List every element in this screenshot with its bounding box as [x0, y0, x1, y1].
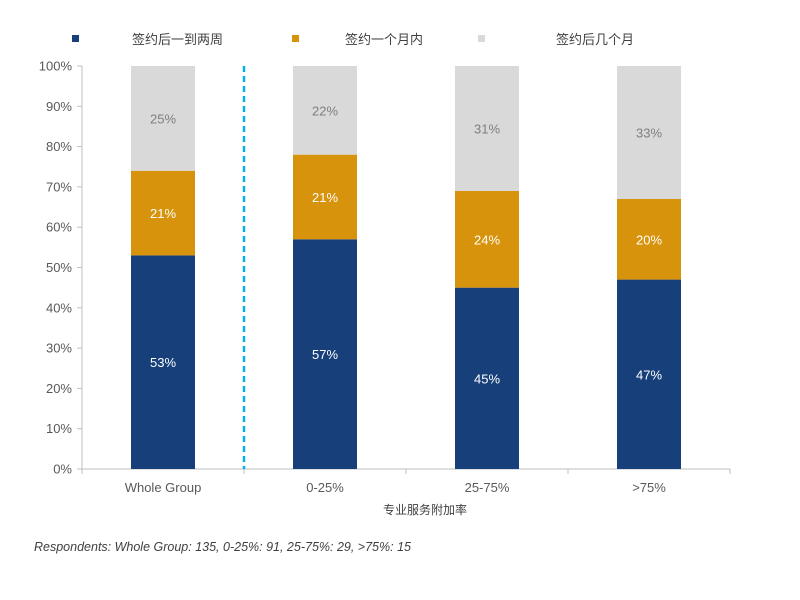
- bar-segment: [617, 279, 681, 469]
- bar-segment: [617, 198, 681, 280]
- bar-value-label: 21%: [312, 190, 338, 205]
- bar-value-label: 47%: [636, 367, 662, 382]
- legend-swatch-1: [72, 35, 79, 42]
- x-axis-title: 专业服务附加率: [383, 502, 467, 517]
- bar-value-label: 53%: [150, 355, 176, 370]
- bar-segment: [131, 170, 195, 256]
- bar-segment: [293, 239, 357, 469]
- bar-value-label: 24%: [474, 232, 500, 247]
- x-category-label: Whole Group: [125, 480, 202, 495]
- bar-segment: [293, 154, 357, 240]
- bar-value-label: 33%: [636, 125, 662, 140]
- bar-value-label: 45%: [474, 371, 500, 386]
- x-axis: Whole Group 0-25% 25-75% >75%: [81, 468, 731, 495]
- legend-label-3: 签约后几个月: [556, 32, 634, 47]
- y-tick-label: 40%: [46, 300, 72, 315]
- legend: 签约后一到两周 签约一个月内 签约后几个月: [72, 32, 634, 47]
- x-category-label: 25-75%: [465, 480, 510, 495]
- y-tick-label: 10%: [46, 421, 72, 436]
- bar-value-label: 25%: [150, 111, 176, 126]
- y-tick-label: 70%: [46, 179, 72, 194]
- bar-segment: [131, 66, 195, 171]
- y-tick-label: 60%: [46, 220, 72, 235]
- bar-segment: [455, 287, 519, 469]
- bar-segment: [617, 66, 681, 199]
- respondents-footnote: Respondents: Whole Group: 135, 0-25%: 91…: [34, 540, 411, 554]
- y-axis: 0% 10% 20% 30% 40% 50% 60% 70% 80% 90% 100%: [39, 59, 83, 477]
- y-tick-label: 50%: [46, 260, 72, 275]
- legend-label-2: 签约一个月内: [345, 32, 423, 47]
- x-category-label: 0-25%: [306, 480, 344, 495]
- bar-segment: [455, 66, 519, 191]
- bar-value-label: 21%: [150, 206, 176, 221]
- bar-value-label: 22%: [312, 103, 338, 118]
- x-category-label: >75%: [632, 480, 666, 495]
- legend-swatch-3: [478, 35, 485, 42]
- y-tick-label: 30%: [46, 341, 72, 356]
- bar-segment: [131, 255, 195, 469]
- bars: 53% 21% 25% 57% 21% 22% 45% 24% 31% 47% 20% 33%: [131, 66, 681, 469]
- bar-value-label: 31%: [474, 121, 500, 136]
- legend-label-1: 签约后一到两周: [132, 32, 223, 47]
- y-tick-label: 90%: [46, 99, 72, 114]
- bar-segment: [455, 190, 519, 288]
- y-tick-label: 20%: [46, 381, 72, 396]
- bar-segment: [293, 66, 357, 155]
- y-tick-label: 100%: [39, 59, 73, 74]
- y-tick-label: 80%: [46, 139, 72, 154]
- legend-swatch-2: [292, 35, 299, 42]
- bar-value-label: 20%: [636, 232, 662, 247]
- bar-value-label: 57%: [312, 347, 338, 362]
- y-tick-label: 0%: [53, 462, 72, 477]
